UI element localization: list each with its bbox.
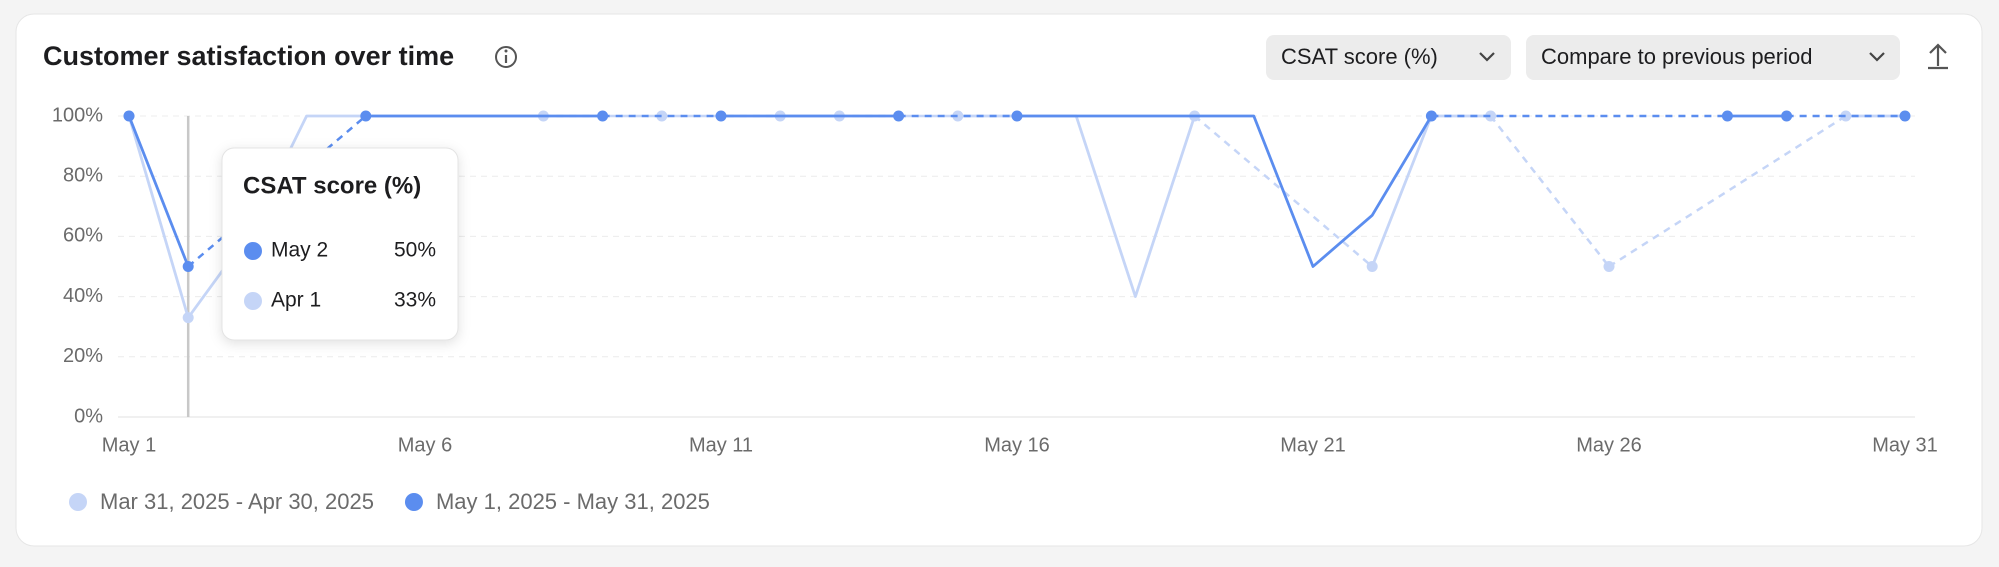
data-point [597,110,609,122]
x-tick-label: May 16 [984,434,1050,456]
series-line [1017,114,1433,268]
x-tick-label: May 31 [1872,434,1938,456]
card [15,13,1983,547]
y-tick-label: 40% [63,285,103,307]
tooltip-value: 33% [394,289,436,312]
legend-label: May 1, 2025 - May 31, 2025 [436,489,710,514]
data-point [1366,261,1378,272]
tooltip-swatch [244,292,262,310]
y-tick-label: 100% [52,104,103,126]
data-point [182,261,194,272]
x-tick-label: May 1 [102,434,156,456]
data-point [952,110,964,122]
tooltip-swatch [244,242,262,260]
export-button[interactable] [1928,43,1948,70]
plot: 0% 20% 40% 60% 80% 100% May 1 May 6 May 11 May 16… [52,104,1938,456]
data-point [1425,110,1437,122]
data-point [1781,110,1793,122]
x-tick-label: May 6 [398,434,452,456]
data-point [656,110,668,122]
y-tick-label: 20% [63,345,103,367]
dropdown-label: CSAT score (%) [1281,44,1438,69]
data-point [893,110,905,122]
tooltip: CSAT score (%) May 2 50% Apr 1 33% [221,147,459,341]
tooltip-label: May 2 [271,239,328,262]
x-tick-label: May 11 [689,434,753,456]
y-tick-label: 0% [74,405,103,427]
metric-dropdown[interactable]: CSAT score (%) [1266,35,1511,80]
data-point [1603,261,1615,272]
data-point [1899,110,1911,122]
data-point [182,312,194,324]
data-point [715,110,727,122]
tooltip-label: Apr 1 [271,289,321,312]
series-line [127,115,190,268]
data-point [360,110,372,122]
legend-swatch [69,493,87,511]
data-point [1721,110,1733,122]
tooltip-value: 50% [394,239,436,262]
legend-label: Mar 31, 2025 - Apr 30, 2025 [100,489,374,514]
data-point [1485,110,1497,122]
info-icon[interactable] [495,46,517,68]
dropdown-label: Compare to previous period [1541,44,1812,69]
x-tick-label: May 21 [1280,434,1346,456]
data-point [1840,110,1852,122]
data-point [123,110,135,122]
data-point [1011,110,1023,122]
tooltip-title: CSAT score (%) [243,172,421,199]
y-tick-label: 80% [63,164,103,186]
legend-swatch [404,493,423,511]
x-tick-label: May 26 [1576,434,1642,456]
compare-dropdown[interactable]: Compare to previous period [1526,35,1900,80]
chart-title: Customer satisfaction over time [43,41,454,71]
gap-connector [1489,115,1610,268]
y-tick-label: 60% [63,225,103,247]
